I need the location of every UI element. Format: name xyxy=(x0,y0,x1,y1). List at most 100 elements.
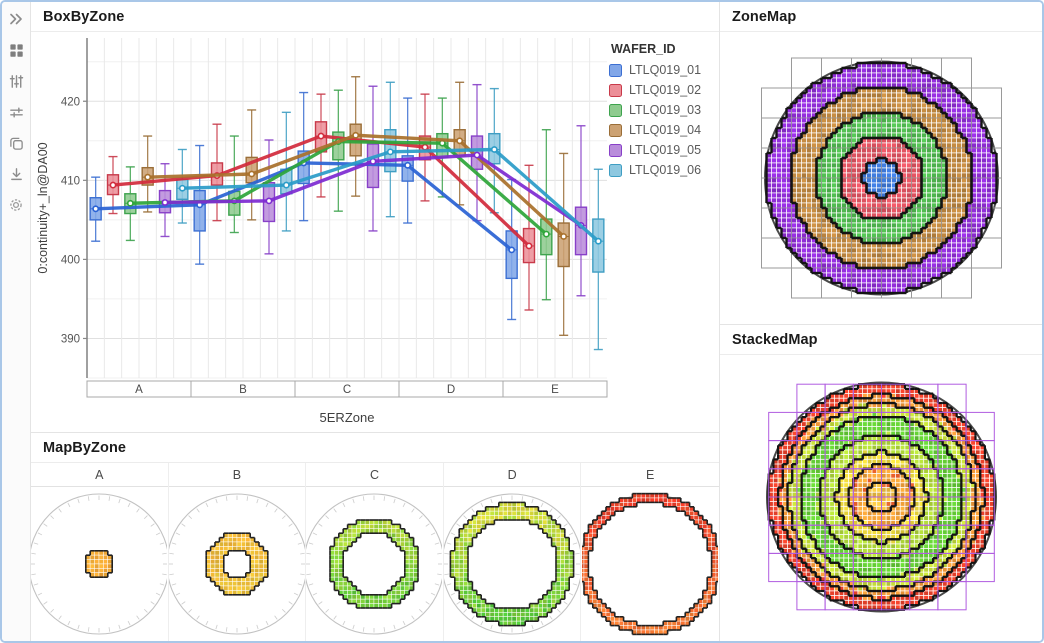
svg-text:A: A xyxy=(135,384,143,396)
stacked-map-body xyxy=(720,355,1043,640)
box-series-LTLQ019_05 xyxy=(158,83,588,297)
legend-item-LTLQ019_05[interactable]: LTLQ019_05 xyxy=(609,143,713,157)
legend-item-LTLQ019_03[interactable]: LTLQ019_03 xyxy=(609,103,713,117)
mini-map-body xyxy=(581,487,719,641)
zone-boundary xyxy=(329,519,420,609)
legend-label: LTLQ019_06 xyxy=(629,163,702,177)
legend-label: LTLQ019_05 xyxy=(629,143,702,157)
zone-cells xyxy=(86,551,113,577)
zone-cells xyxy=(330,520,419,608)
wafer-cells xyxy=(766,63,996,293)
x-axis-title: 5ERZone xyxy=(320,410,375,425)
panel-title-map-by-zone: MapByZone xyxy=(43,439,127,456)
zone-label-C: C xyxy=(306,463,443,487)
stacked-map-canvas[interactable] xyxy=(720,355,1043,640)
zone-map-canvas[interactable] xyxy=(720,32,1043,324)
wafer-outline xyxy=(766,381,997,613)
wafer-outline xyxy=(444,493,581,635)
x-axis-zone-strip: A B C D E xyxy=(86,380,608,398)
wafer-outline xyxy=(31,493,168,635)
mean-line-LTLQ019_04 xyxy=(144,131,568,240)
map-by-zone-column-A: A xyxy=(31,463,169,641)
legend-label: LTLQ019_03 xyxy=(629,103,702,117)
mini-wafer-map-D[interactable] xyxy=(444,489,581,639)
right-column: ZoneMap StackedMap xyxy=(720,2,1043,641)
vertical-sliders-icon[interactable] xyxy=(5,70,27,92)
settings-gear-icon[interactable] xyxy=(5,194,27,216)
left-column: BoxByZone 390 400 410 420 0:continuity+_ln@D… xyxy=(31,2,720,641)
panel-box-by-zone: BoxByZone 390 400 410 420 0:continuity+_ln@D… xyxy=(31,2,719,433)
legend-label: LTLQ019_01 xyxy=(629,63,702,77)
wafer-outline xyxy=(306,493,443,635)
collapse-panel-icon[interactable] xyxy=(5,8,27,30)
legend-swatch xyxy=(609,163,622,177)
svg-text:420: 420 xyxy=(61,96,80,108)
legend-item-LTLQ019_02[interactable]: LTLQ019_02 xyxy=(609,83,713,97)
svg-text:B: B xyxy=(239,384,247,396)
panel-title-box-by-zone: BoxByZone xyxy=(43,8,125,25)
legend-swatch xyxy=(609,143,622,157)
svg-text:390: 390 xyxy=(61,333,80,345)
panel-header-box-by-zone: BoxByZone xyxy=(31,2,719,32)
wafer-cells xyxy=(769,384,994,610)
zone-boundary xyxy=(449,501,575,627)
panel-title-stacked-map: StackedMap xyxy=(732,331,818,348)
svg-text:C: C xyxy=(343,384,351,396)
map-by-zone-column-B: B xyxy=(168,463,307,641)
legend-item-LTLQ019_01[interactable]: LTLQ019_01 xyxy=(609,63,713,77)
zone-label-E: E xyxy=(581,463,719,487)
mean-line-LTLQ019_06 xyxy=(178,146,602,245)
zone-boundary xyxy=(582,492,719,636)
wafer-ticks xyxy=(444,495,581,633)
wafer-outline xyxy=(168,493,305,635)
box-plot-body: 390 400 410 420 0:continuity+_ln@DA00 A B C D E 5E… xyxy=(31,32,719,433)
svg-text:D: D xyxy=(447,384,455,396)
map-by-zone-column-D: D xyxy=(443,463,582,641)
zone-label-B: B xyxy=(168,463,306,487)
legend-swatch xyxy=(609,103,622,117)
zone-cells xyxy=(206,533,268,595)
panel-title-zone-map: ZoneMap xyxy=(732,8,797,25)
mini-map-body xyxy=(306,487,443,641)
horizontal-sliders-icon[interactable] xyxy=(5,101,27,123)
legend-item-LTLQ019_06[interactable]: LTLQ019_06 xyxy=(609,163,713,177)
wafer-ticks xyxy=(168,495,305,633)
dashboard-grid-icon[interactable] xyxy=(5,39,27,61)
legend-item-LTLQ019_04[interactable]: LTLQ019_04 xyxy=(609,123,713,137)
mini-wafer-map-A[interactable] xyxy=(31,489,168,639)
box-series-LTLQ019_04 xyxy=(141,76,570,337)
legend-label: LTLQ019_02 xyxy=(629,83,702,97)
zone-boundaries xyxy=(765,61,998,295)
panel-header-map-by-zone: MapByZone xyxy=(31,433,719,463)
box-series-LTLQ019_03 xyxy=(124,89,553,301)
mini-map-body xyxy=(444,487,581,641)
zone-boundary xyxy=(85,549,114,578)
legend-swatch xyxy=(609,63,622,77)
mini-map-body xyxy=(31,487,168,641)
zone-cells xyxy=(582,493,719,634)
mini-wafer-map-E[interactable] xyxy=(582,489,719,639)
svg-text:400: 400 xyxy=(61,254,80,266)
svg-text:E: E xyxy=(551,384,559,396)
legend-wafer-id: WAFER_ID LTLQ019_01 LTLQ019_02 LTLQ019_03 L… xyxy=(609,42,713,183)
legend-swatch xyxy=(609,83,622,97)
download-icon[interactable] xyxy=(5,163,27,185)
wafer-ticks xyxy=(31,495,168,633)
copy-pages-icon[interactable] xyxy=(5,132,27,154)
zone-cells xyxy=(450,502,574,626)
legend-items: LTLQ019_01 LTLQ019_02 LTLQ019_03 LTLQ019_04… xyxy=(609,63,713,177)
legend-swatch xyxy=(609,123,622,137)
wafer-ticks xyxy=(306,495,443,633)
panel-zone-map: ZoneMap xyxy=(720,2,1043,325)
panel-header-stacked-map: StackedMap xyxy=(720,325,1042,355)
mini-wafer-map-B[interactable] xyxy=(168,489,305,639)
legend-label: LTLQ019_04 xyxy=(629,123,702,137)
box-plot-canvas[interactable]: 390 400 410 420 0:continuity+_ln@DA00 A B C D E 5E… xyxy=(31,32,619,432)
zone-map-body xyxy=(720,32,1043,324)
zone-boundary xyxy=(205,532,269,596)
svg-text:410: 410 xyxy=(61,175,80,187)
mini-wafer-map-C[interactable] xyxy=(306,489,443,639)
